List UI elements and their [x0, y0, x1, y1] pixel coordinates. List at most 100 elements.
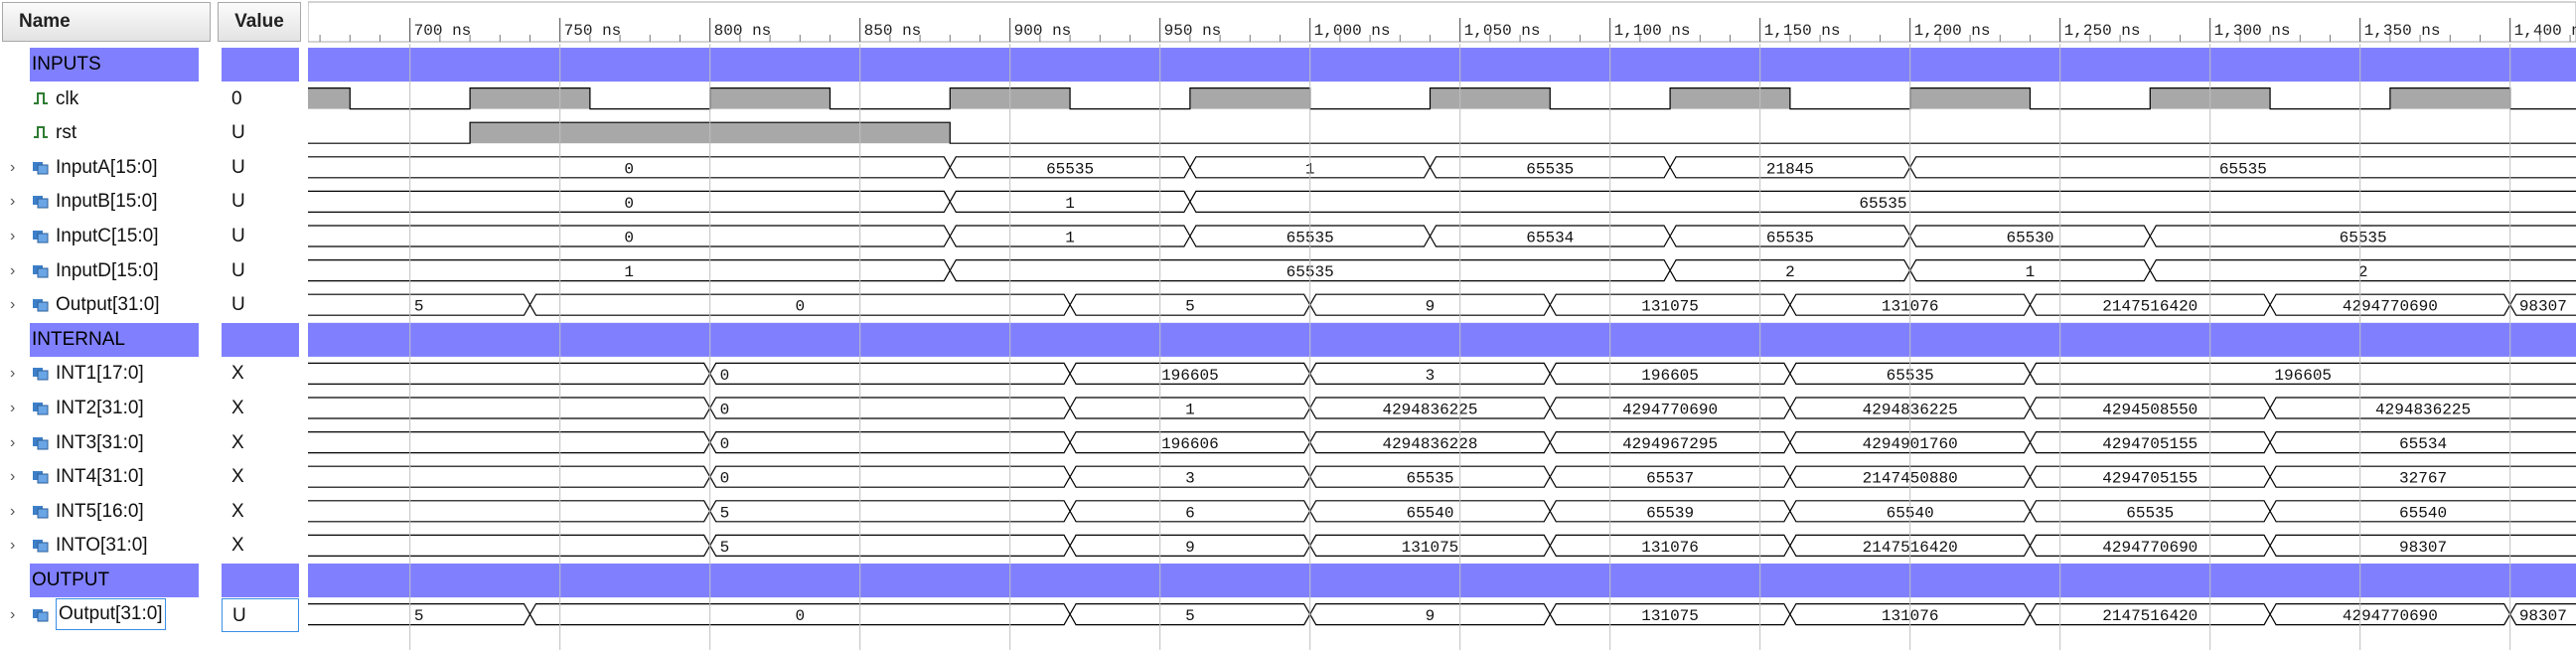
expand-chevron-icon[interactable]: › [10, 400, 16, 416]
signal-row-output[interactable]: › Output[31:0] [0, 288, 214, 322]
signal-row-int4[interactable]: › INT4[31:0] [0, 460, 214, 494]
time-label: 1,150 ns [1764, 22, 1841, 40]
bus-value-label: 65535 [1859, 195, 1906, 213]
expand-chevron-icon[interactable]: › [10, 468, 16, 486]
bus-segment [308, 603, 531, 626]
signal-row-int3[interactable]: › INT3[31:0] [0, 426, 214, 460]
expand-chevron-icon[interactable]: › [10, 605, 16, 623]
group-row-internal-group[interactable]: INTERNAL [30, 322, 199, 357]
signal-row-int1[interactable]: › INT1[17:0] [0, 357, 214, 391]
bus-segment [2269, 534, 2576, 557]
wave-inputd: 1 65535 2 1 2 [308, 259, 2576, 282]
group-row-inputs-group[interactable]: INPUTS [30, 48, 199, 81]
expand-chevron-icon[interactable]: › [10, 296, 16, 314]
time-label: 1,200 ns [1914, 22, 1991, 40]
value-cell-int3[interactable]: X [222, 426, 299, 460]
bus-segment [2149, 259, 2576, 282]
signal-value: U [231, 259, 245, 281]
time-label: 1,000 ns [1314, 22, 1391, 40]
grid-lines [409, 44, 2511, 650]
wave-inputb: 0 1 65535 [308, 190, 2576, 213]
wave-inputa: 0 65535 1 65535 21845 65535 [308, 156, 2576, 179]
bus-value-label: 5 [720, 504, 730, 522]
bus-value-label: 0 [795, 607, 805, 625]
bus-signal-icon [33, 608, 49, 622]
bus-value-label: 4294770690 [2102, 539, 2197, 557]
value-cell-inputs-group[interactable] [222, 48, 299, 81]
waveform-canvas[interactable]: 700 ns 750 ns 800 ns 850 ns 900 ns 950 ns 1,00… [308, 0, 2576, 650]
value-cell-output[interactable]: U [222, 288, 299, 322]
bus-signal-icon [33, 299, 49, 312]
value-cell-output-group[interactable] [222, 564, 299, 597]
bus-value-label: 65539 [1646, 504, 1694, 522]
group-row-output-group[interactable]: OUTPUT [30, 564, 199, 597]
clock-high-pulse [1430, 87, 1551, 109]
signal-row-inputa[interactable]: › InputA[15:0] [0, 151, 214, 185]
value-cell-inputc[interactable]: U [222, 220, 299, 253]
wave-into: 5 9 131075 131076 2147516420 4294770690 98307 [308, 534, 2576, 557]
bus-value-label: 6 [1185, 504, 1195, 522]
bus-value-label: 65534 [1526, 230, 1574, 247]
value-header-label: Value [234, 11, 284, 32]
bus-value-label: 65530 [2006, 230, 2053, 247]
expand-chevron-icon[interactable]: › [10, 365, 16, 383]
expand-chevron-icon[interactable]: › [10, 228, 16, 244]
value-cell-int1[interactable]: X [222, 357, 299, 391]
clock-high-pulse [308, 87, 351, 109]
value-cell-clk[interactable]: 0 [222, 82, 299, 116]
signal-row-inputd[interactable]: › InputD[15:0] [0, 254, 214, 288]
bus-value-label: 2 [1785, 263, 1795, 281]
expand-chevron-icon[interactable]: › [10, 502, 16, 520]
value-cell-internal-group[interactable] [222, 322, 299, 357]
bus-signal-icon [33, 231, 49, 244]
bit-signal-icon [34, 126, 48, 139]
bus-segment [2269, 500, 2576, 523]
clock-high-pulse [470, 87, 590, 109]
name-header-label: Name [19, 11, 71, 32]
signal-row-clk[interactable]: clk [0, 82, 214, 116]
value-cell-int2[interactable]: X [222, 392, 299, 425]
value-cell-inputd[interactable]: U [222, 254, 299, 288]
value-cell-rst[interactable]: U [222, 116, 299, 150]
signal-name: InputB[15:0] [56, 191, 158, 213]
signal-row-int2[interactable]: › INT2[31:0] [0, 392, 214, 425]
bus-value-label: 131076 [1641, 539, 1699, 557]
bus-value-label: 131075 [1402, 539, 1459, 557]
value-cell-inputa[interactable]: U [222, 151, 299, 185]
bus-value-label: 131075 [1641, 607, 1699, 625]
bus-value-label: 65535 [2126, 504, 2174, 522]
value-cell-output-out[interactable]: U [222, 597, 299, 632]
bus-value-label: 65535 [2219, 160, 2267, 178]
name-column-header[interactable]: Name [2, 2, 211, 42]
value-cell-int4[interactable]: X [222, 460, 299, 494]
signal-row-int5[interactable]: › INT5[16:0] [0, 495, 214, 529]
signal-value: X [231, 535, 244, 557]
bus-value-label: 0 [720, 470, 730, 488]
value-cell-int5[interactable]: X [222, 495, 299, 529]
group-band [308, 48, 2576, 82]
bus-value-label: 131075 [1641, 298, 1699, 316]
bus-signal-icon [33, 540, 49, 553]
bus-value-label: 2147516420 [2102, 607, 2197, 625]
expand-chevron-icon[interactable]: › [10, 158, 16, 176]
bus-segment [2509, 293, 2576, 316]
signal-row-output-out[interactable]: › Output[31:0] [0, 597, 214, 632]
bit-signal-icon [34, 91, 48, 104]
signal-row-rst[interactable]: rst [0, 116, 214, 150]
value-cell-into[interactable]: X [222, 529, 299, 563]
bus-value-label: 4294836225 [1382, 402, 1477, 419]
value-cell-inputb[interactable]: U [222, 185, 299, 219]
bus-value-label: 65535 [2340, 230, 2387, 247]
signal-row-into[interactable]: › INTO[31:0] [0, 529, 214, 563]
expand-chevron-icon[interactable]: › [10, 433, 16, 451]
signal-row-inputb[interactable]: › InputB[15:0] [0, 185, 214, 219]
value-column-header[interactable]: Value [218, 2, 301, 42]
bus-value-label: 5 [1185, 607, 1195, 625]
bus-segment [529, 293, 1071, 316]
expand-chevron-icon[interactable]: › [10, 261, 16, 279]
signal-row-inputc[interactable]: › InputC[15:0] [0, 220, 214, 253]
expand-chevron-icon[interactable]: › [10, 193, 16, 211]
bus-value-label: 5 [1185, 298, 1195, 316]
expand-chevron-icon[interactable]: › [10, 537, 16, 555]
